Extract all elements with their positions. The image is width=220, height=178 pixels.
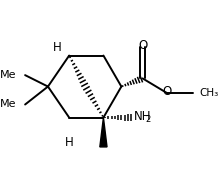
Text: Me: Me bbox=[0, 100, 16, 109]
Text: H: H bbox=[53, 41, 62, 54]
Text: NH: NH bbox=[134, 110, 151, 123]
Text: H: H bbox=[65, 135, 73, 148]
Text: O: O bbox=[138, 39, 147, 52]
Text: O: O bbox=[162, 85, 172, 98]
Text: Me: Me bbox=[0, 70, 16, 80]
Text: 2: 2 bbox=[145, 115, 150, 124]
Polygon shape bbox=[100, 117, 107, 147]
Text: CH₃: CH₃ bbox=[200, 88, 219, 98]
